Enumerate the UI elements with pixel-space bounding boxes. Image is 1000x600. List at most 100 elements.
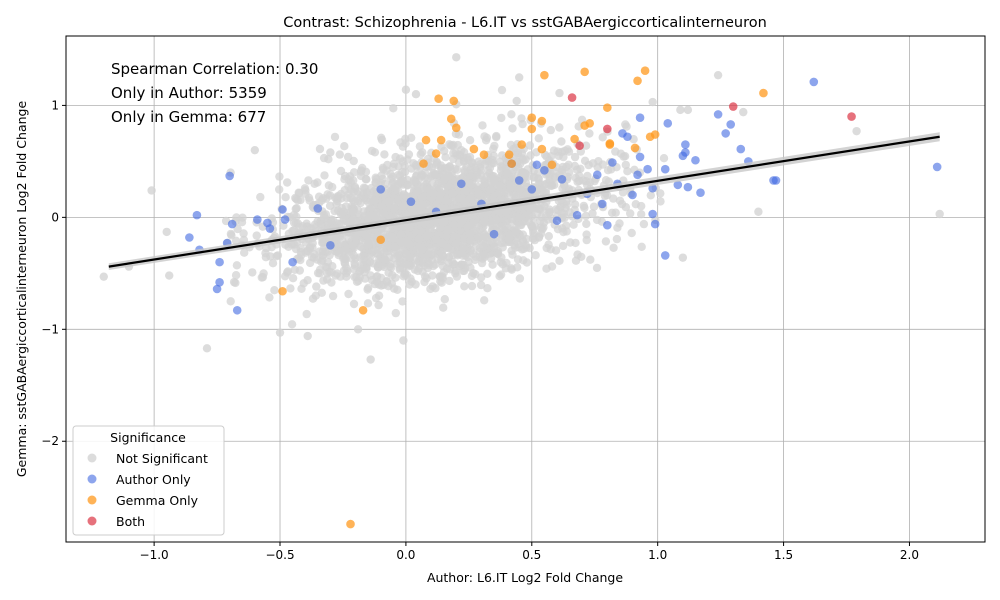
not-significant-point xyxy=(496,258,505,267)
not-significant-point xyxy=(465,136,475,145)
not-significant-point xyxy=(403,236,412,246)
not-significant-point xyxy=(482,133,492,142)
not-significant-point xyxy=(385,262,395,271)
author-only-point xyxy=(603,220,612,230)
not-significant-point xyxy=(637,242,646,251)
plot-frame xyxy=(65,35,986,543)
not-significant-point xyxy=(438,272,447,281)
author-only-point xyxy=(232,305,242,315)
annotation-only-author: Only in Author: 5359 xyxy=(111,84,267,102)
not-significant-point xyxy=(489,144,498,153)
not-significant-point xyxy=(445,140,454,149)
not-significant-point xyxy=(522,234,531,244)
legend-marker-not-significant xyxy=(87,453,97,463)
not-significant-point xyxy=(275,172,284,181)
gemma-only-point xyxy=(421,135,431,145)
not-significant-point xyxy=(569,220,578,229)
not-significant-point xyxy=(322,194,331,203)
author-only-point xyxy=(597,199,607,209)
not-significant-point xyxy=(615,219,624,228)
not-significant-point xyxy=(297,250,306,260)
not-significant-point xyxy=(411,90,421,99)
author-only-point xyxy=(681,148,690,157)
author-only-point xyxy=(552,216,562,226)
author-only-point xyxy=(557,174,567,184)
not-significant-point xyxy=(460,282,469,291)
not-significant-point xyxy=(398,157,407,166)
not-significant-point xyxy=(516,220,525,229)
not-significant-point xyxy=(202,344,212,353)
not-significant-point xyxy=(290,265,299,274)
gemma-only-point xyxy=(537,144,547,154)
not-significant-point xyxy=(433,180,442,189)
not-significant-point xyxy=(493,249,503,259)
not-significant-point xyxy=(288,274,298,283)
not-significant-point xyxy=(226,229,236,239)
not-significant-point xyxy=(294,188,303,197)
not-significant-point xyxy=(433,159,442,168)
not-significant-point xyxy=(237,218,247,227)
legend: Significance Not Significant Author Only… xyxy=(72,425,225,536)
not-significant-point xyxy=(559,152,568,162)
not-significant-point xyxy=(302,309,311,319)
author-only-point xyxy=(809,77,819,87)
not-significant-point xyxy=(476,280,486,290)
not-significant-point xyxy=(519,156,528,165)
author-only-point xyxy=(713,110,723,119)
not-significant-point xyxy=(323,247,332,256)
not-significant-point xyxy=(305,196,314,205)
not-significant-point xyxy=(534,174,543,184)
not-significant-point xyxy=(449,220,459,230)
x-axis-label: Author: L6.IT Log2 Fold Change xyxy=(427,570,623,585)
not-significant-point xyxy=(454,194,464,203)
author-only-point xyxy=(406,197,416,206)
not-significant-point xyxy=(339,207,348,216)
not-significant-point xyxy=(557,137,566,146)
not-significant-point xyxy=(501,207,511,217)
gemma-only-point xyxy=(517,140,527,149)
author-only-point xyxy=(253,215,262,224)
not-significant-point xyxy=(571,238,580,248)
not-significant-point xyxy=(418,244,427,254)
not-significant-point xyxy=(465,229,475,239)
gemma-only-point xyxy=(278,286,287,296)
not-significant-point xyxy=(611,208,620,217)
not-significant-point xyxy=(480,296,489,305)
not-significant-point xyxy=(305,244,314,253)
not-significant-point xyxy=(349,168,359,177)
not-significant-point xyxy=(515,73,524,82)
not-significant-point xyxy=(503,169,512,178)
gemma-only-point xyxy=(605,140,615,149)
not-significant-point xyxy=(307,252,317,262)
not-significant-point xyxy=(577,252,586,261)
not-significant-point xyxy=(356,242,366,252)
author-only-point xyxy=(628,190,637,200)
author-only-point xyxy=(592,170,602,180)
not-significant-point xyxy=(430,170,439,179)
not-significant-point xyxy=(273,251,283,260)
author-only-point xyxy=(660,251,670,260)
not-significant-point xyxy=(162,227,171,237)
not-significant-point xyxy=(407,204,416,213)
not-significant-point xyxy=(609,243,618,252)
not-significant-point xyxy=(340,186,349,195)
gemma-only-point xyxy=(469,144,479,154)
gemma-only-point xyxy=(630,143,640,153)
chart-title: Contrast: Schizophrenia - L6.IT vs sstGA… xyxy=(283,15,767,31)
not-significant-point xyxy=(348,208,358,217)
author-only-point xyxy=(623,132,632,142)
not-significant-point xyxy=(315,269,324,278)
both-points xyxy=(567,93,856,151)
author-only-point xyxy=(660,164,670,174)
not-significant-point xyxy=(497,113,506,123)
not-significant-point xyxy=(589,202,599,211)
y-axis-label: Gemma: sstGABAergiccorticalinterneuron L… xyxy=(14,101,29,478)
author-only-point xyxy=(278,205,287,214)
not-significant-point xyxy=(418,148,427,157)
y-axis-ticks: −2 −1 0 1 xyxy=(41,98,66,448)
not-significant-point xyxy=(637,210,646,219)
not-significant-point xyxy=(623,167,632,176)
not-significant-point xyxy=(637,201,646,211)
not-significant-point xyxy=(443,164,452,173)
both-point xyxy=(728,102,738,111)
